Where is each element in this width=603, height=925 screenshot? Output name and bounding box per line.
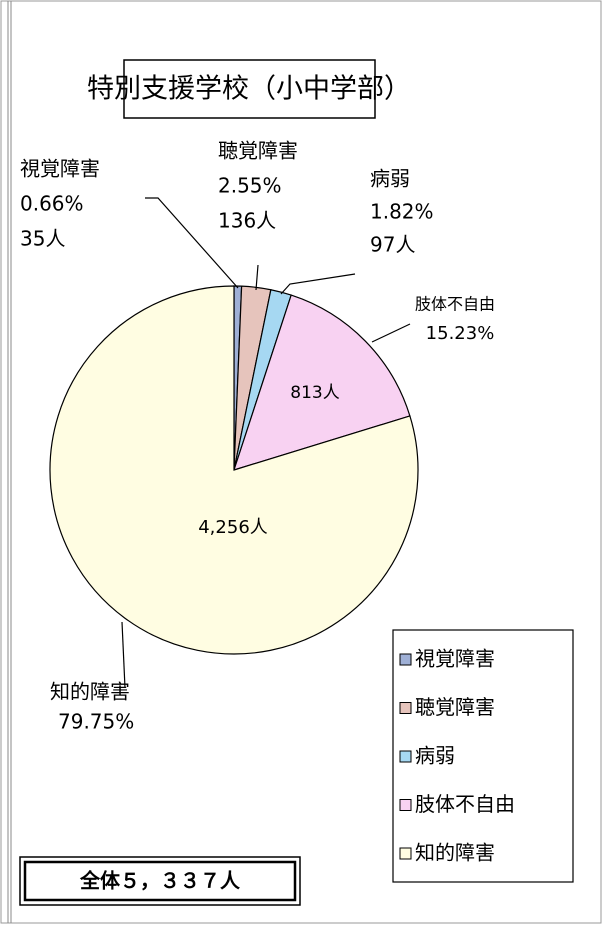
slice-count: 813人 bbox=[290, 383, 339, 403]
leader-line bbox=[371, 323, 411, 343]
slice-count: 136人 bbox=[218, 209, 276, 233]
slice-percent: 2.55% bbox=[218, 174, 282, 198]
pie-slice bbox=[49, 285, 419, 655]
slice-count: 97人 bbox=[370, 233, 415, 257]
legend-swatch bbox=[399, 799, 412, 811]
legend-label: 視覚障害 bbox=[415, 647, 495, 671]
legend-label: 病弱 bbox=[415, 744, 455, 768]
leader-line bbox=[255, 264, 259, 291]
slice-name: 病弱 bbox=[370, 167, 410, 191]
title-box bbox=[123, 59, 376, 119]
leader-line bbox=[280, 273, 356, 295]
legend-swatch bbox=[399, 750, 412, 763]
legend-swatch bbox=[399, 847, 412, 860]
leader-line bbox=[121, 621, 126, 689]
slice-percent: 1.82% bbox=[370, 200, 434, 224]
legend-swatch bbox=[399, 653, 412, 666]
total-box bbox=[19, 856, 301, 906]
slice-count: 35人 bbox=[20, 227, 65, 251]
pie bbox=[49, 285, 419, 655]
slice-name: 知的障害 bbox=[50, 680, 130, 704]
slice-count: 4,256人 bbox=[198, 517, 268, 538]
chart-title: 特別支援学校（小中学部） bbox=[87, 74, 411, 105]
slice-percent: 0.66% bbox=[20, 192, 84, 216]
leader-line bbox=[145, 197, 239, 289]
legend-label: 肢体不自由 bbox=[415, 792, 515, 816]
total-label: 全体５，３３７人 bbox=[79, 869, 241, 893]
slice-percent: 15.23% bbox=[426, 323, 495, 344]
total-box-inner bbox=[23, 860, 297, 902]
legend-box bbox=[392, 629, 574, 883]
legend-label: 聴覚障害 bbox=[415, 695, 495, 719]
slice-name: 肢体不自由 bbox=[415, 295, 495, 314]
slice-name: 聴覚障害 bbox=[218, 139, 298, 163]
slice-name: 視覚障害 bbox=[20, 157, 100, 181]
slice-percent: 79.75% bbox=[58, 710, 134, 734]
pie-slice bbox=[233, 294, 411, 471]
legend-swatch bbox=[399, 702, 412, 714]
legend-label: 知的障害 bbox=[415, 841, 495, 865]
